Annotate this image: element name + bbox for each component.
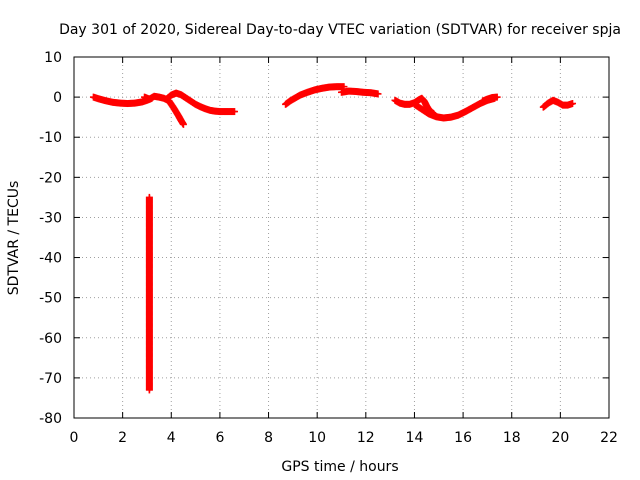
y-tick-label: -60 bbox=[39, 331, 62, 347]
x-tick-label: 16 bbox=[454, 430, 472, 446]
point-arc-9 bbox=[569, 100, 577, 108]
y-tick-label: -50 bbox=[39, 291, 62, 307]
data-points bbox=[89, 83, 577, 394]
y-tick-label: -10 bbox=[39, 130, 62, 146]
y-tick-label: 0 bbox=[53, 90, 62, 106]
plot-frame bbox=[73, 56, 610, 419]
x-axis-title: GPS time / hours bbox=[281, 459, 398, 475]
x-tick-label: 0 bbox=[70, 430, 79, 446]
y-axis-title: SDTVAR / TECUs bbox=[6, 181, 22, 296]
tick-labels: 0 2 4 6 8 10 12 14 16 18 20 22 10 0 -10 -20 -30 -40 -50 -60… bbox=[39, 50, 618, 446]
x-tick-label: 10 bbox=[308, 430, 326, 446]
point-arc-5 bbox=[374, 90, 382, 98]
x-tick-label: 22 bbox=[600, 430, 618, 446]
grid bbox=[74, 57, 609, 418]
x-tick-label: 14 bbox=[406, 430, 424, 446]
y-tick-label: -20 bbox=[39, 170, 62, 186]
x-tick-label: 6 bbox=[215, 430, 224, 446]
y-tick-label: -70 bbox=[39, 371, 62, 387]
y-tick-label: -80 bbox=[39, 411, 62, 427]
chart-title: Day 301 of 2020, Sidereal Day-to-day VTE… bbox=[59, 22, 621, 38]
point-arc-8 bbox=[493, 93, 501, 101]
point-arc-3 bbox=[231, 108, 238, 116]
y-tick-label: -40 bbox=[39, 251, 62, 267]
x-tick-label: 12 bbox=[357, 430, 375, 446]
point-outliers bbox=[145, 386, 153, 394]
x-tick-label: 20 bbox=[551, 430, 569, 446]
y-tick-label: 10 bbox=[44, 50, 62, 66]
x-tick-label: 8 bbox=[264, 430, 273, 446]
axis-ticks bbox=[73, 56, 610, 419]
x-tick-label: 2 bbox=[118, 430, 127, 446]
y-tick-label: -30 bbox=[39, 210, 62, 226]
x-tick-label: 4 bbox=[167, 430, 176, 446]
point-arc-2 bbox=[179, 120, 187, 128]
x-tick-label: 18 bbox=[503, 430, 521, 446]
